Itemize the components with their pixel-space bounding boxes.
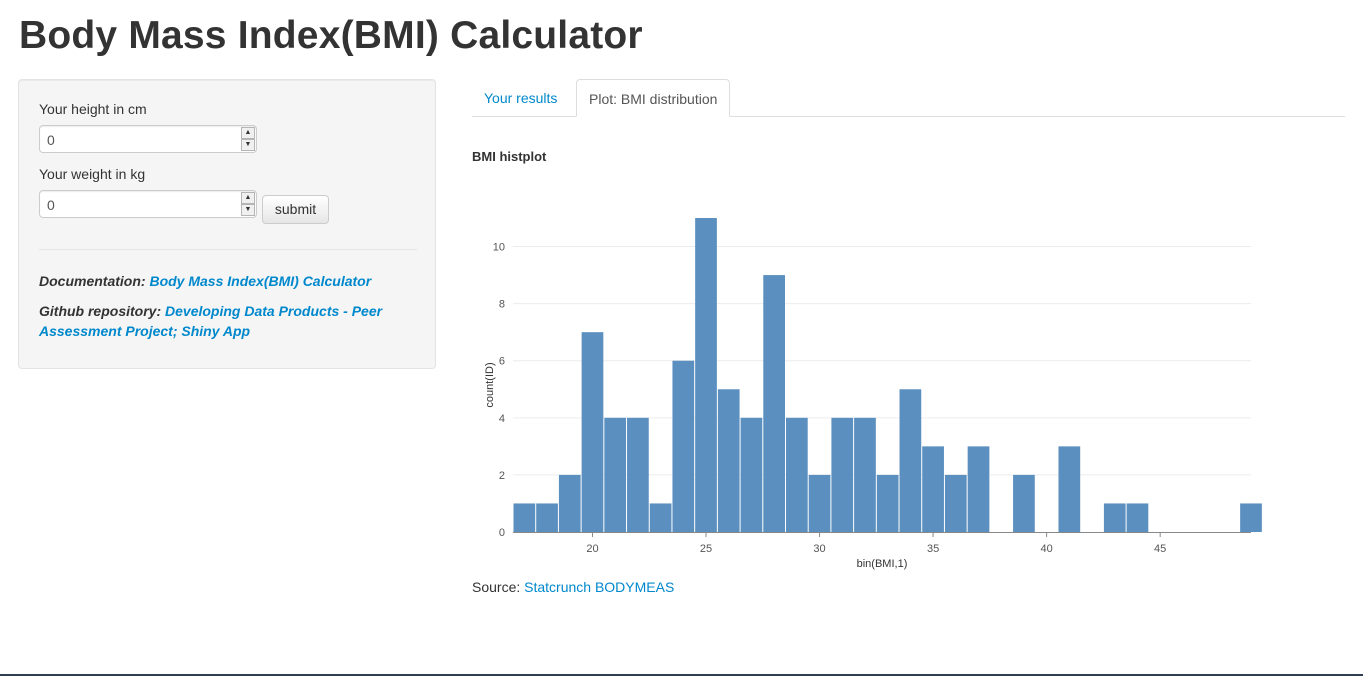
- histogram-bar: [1013, 474, 1035, 532]
- histogram-bar: [558, 474, 581, 532]
- histogram-bar: [604, 417, 627, 532]
- height-increment-icon[interactable]: ▲: [241, 127, 255, 139]
- documentation-link[interactable]: Body Mass Index(BMI) Calculator: [149, 273, 372, 289]
- documentation-label: Documentation:: [39, 273, 146, 289]
- y-tick-label: 2: [499, 470, 505, 482]
- github-link[interactable]: Developing Data Products - Peer Assessme…: [39, 303, 383, 339]
- histogram-bar: [740, 417, 763, 532]
- sidebar-divider: [39, 249, 417, 250]
- y-tick-label: 0: [499, 527, 505, 539]
- histogram-bar: [944, 474, 967, 532]
- histogram-bar: [695, 218, 717, 532]
- height-input[interactable]: 0 ▲ ▼: [39, 125, 257, 153]
- histogram-bar: [513, 503, 536, 532]
- weight-increment-icon[interactable]: ▲: [241, 192, 255, 204]
- weight-decrement-icon[interactable]: ▼: [241, 204, 255, 216]
- source-label: Source:: [472, 579, 521, 595]
- histogram-bar: [1103, 503, 1126, 532]
- x-tick-label: 45: [1154, 543, 1166, 555]
- histogram-bar: [922, 446, 944, 532]
- histogram-bar: [808, 474, 831, 532]
- y-tick-label: 4: [499, 413, 505, 425]
- page-bottom-border: [0, 674, 1363, 676]
- page-title: Body Mass Index(BMI) Calculator: [19, 14, 643, 57]
- weight-input[interactable]: 0 ▲ ▼: [39, 190, 257, 218]
- histogram-bar: [831, 417, 854, 532]
- height-spinner[interactable]: ▲ ▼: [241, 127, 255, 151]
- height-value: 0: [47, 132, 55, 148]
- submit-button[interactable]: submit: [262, 195, 329, 224]
- histogram-bar: [649, 503, 672, 532]
- histogram-bar: [785, 417, 808, 532]
- tab-your-results[interactable]: Your results: [484, 90, 558, 106]
- histogram-bar: [854, 417, 876, 532]
- x-axis-label: bin(BMI,1): [857, 558, 908, 570]
- github-line: Github repository: Developing Data Produ…: [39, 301, 409, 341]
- histogram-bar: [967, 446, 990, 532]
- plot-title: BMI histplot: [472, 149, 547, 164]
- x-tick-label: 40: [1041, 543, 1053, 555]
- y-tick-label: 10: [493, 242, 505, 254]
- histogram-bar: [581, 332, 604, 532]
- tab-bmi-distribution[interactable]: Plot: BMI distribution: [576, 79, 731, 117]
- height-label: Your height in cm: [39, 101, 147, 117]
- bmi-histogram: 20 25 30 35 40 45 0 2 4 6 8 10 bin(BMI,1) count(ID): [484, 218, 1262, 570]
- histogram-bar: [717, 389, 740, 532]
- histogram-bar: [899, 389, 922, 532]
- y-tick-label: 8: [499, 299, 505, 311]
- histogram-bar: [1240, 503, 1262, 532]
- histogram-bar: [876, 474, 899, 532]
- y-axis-label: count(ID): [484, 362, 496, 407]
- weight-spinner[interactable]: ▲ ▼: [241, 192, 255, 216]
- x-tick-label: 20: [586, 543, 598, 555]
- histogram-bar: [672, 360, 695, 532]
- weight-value: 0: [47, 197, 55, 213]
- histogram-bar: [763, 275, 785, 532]
- source-link[interactable]: Statcrunch BODYMEAS: [524, 579, 675, 595]
- documentation-line: Documentation: Body Mass Index(BMI) Calc…: [39, 271, 409, 291]
- height-decrement-icon[interactable]: ▼: [241, 139, 255, 151]
- histogram-bar: [627, 417, 649, 532]
- tab-bar: Your results Plot: BMI distribution: [472, 79, 1345, 117]
- y-tick-label: 6: [499, 356, 505, 368]
- histogram-bar: [1126, 503, 1149, 532]
- histogram-bar: [1058, 446, 1081, 532]
- source-line: Source: Statcrunch BODYMEAS: [472, 579, 674, 595]
- x-tick-label: 35: [927, 543, 939, 555]
- x-tick-label: 25: [700, 543, 712, 555]
- x-tick-label: 30: [813, 543, 825, 555]
- histogram-bar: [536, 503, 558, 532]
- weight-label: Your weight in kg: [39, 166, 146, 182]
- input-sidebar: Your height in cm 0 ▲ ▼ Your weight in k…: [18, 79, 436, 369]
- github-label: Github repository:: [39, 303, 162, 319]
